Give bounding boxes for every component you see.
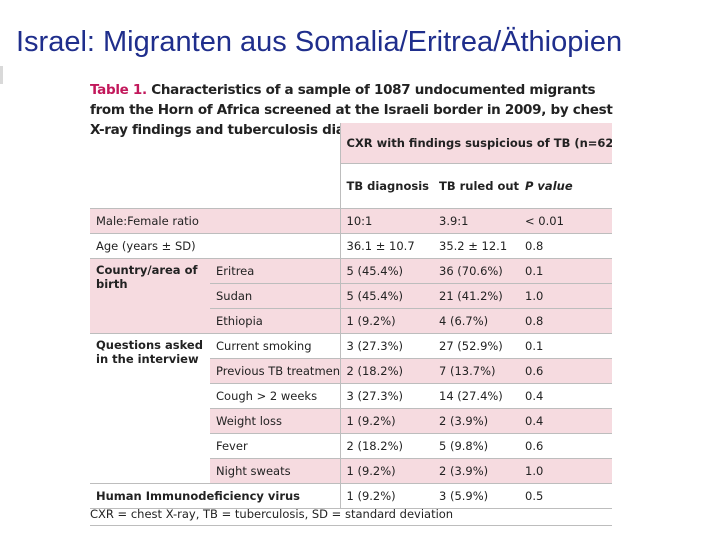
cell-tb-diagnosis: 3 (27.3%) xyxy=(339,383,433,409)
cell-tb-ruled-out: 2 (3.9%) xyxy=(433,408,519,434)
slide-edge-mark xyxy=(0,66,3,84)
table-header-row-2: TB diagnosis (n=11) TB ruled out (n=51) … xyxy=(90,163,613,209)
table-caption: Table 1. Characteristics of a sample of … xyxy=(90,80,615,140)
slide-title: Israel: Migranten aus Somalia/Eritrea/Ät… xyxy=(16,26,623,58)
table-row-cough: Cough > 2 weeks 3 (27.3%) 14 (27.4%) 0.4 xyxy=(90,383,613,409)
cell-p-value: 0.6 xyxy=(519,358,613,384)
group-label-country: Country/area of birth xyxy=(90,258,210,334)
cell-tb-ruled-out: 35.2 ± 12.1 xyxy=(433,233,519,259)
header-spacer xyxy=(90,123,340,164)
cell-tb-diagnosis: 2 (18.2%) xyxy=(339,433,433,459)
cell-tb-ruled-out: 27 (52.9%) xyxy=(433,333,519,359)
cell-tb-diagnosis: 1 (9.2%) xyxy=(339,408,433,434)
table-row-night-sweats: Night sweats 1 (9.2%) 2 (3.9%) 1.0 xyxy=(90,458,613,484)
row-label: Current smoking xyxy=(210,333,340,359)
cell-tb-ruled-out: 36 (70.6%) xyxy=(433,258,519,284)
cell-tb-diagnosis: 5 (45.4%) xyxy=(339,283,433,309)
cell-p-value: 1.0 xyxy=(519,458,613,484)
cell-tb-ruled-out: 5 (9.8%) xyxy=(433,433,519,459)
cell-tb-diagnosis: 1 (9.2%) xyxy=(339,458,433,484)
header-spacer-2 xyxy=(90,163,340,209)
row-label: Night sweats xyxy=(210,458,340,484)
table-row-age: Age (years ± SD) 36.1 ± 10.7 35.2 ± 12.1… xyxy=(90,233,613,259)
cell-tb-ruled-out: 21 (41.2%) xyxy=(433,283,519,309)
group-label-questions: Questions asked in the interview xyxy=(90,333,210,484)
cell-p-value: < 0.01 xyxy=(519,208,613,234)
table-row-previous-tb: Previous TB treatment 2 (18.2%) 7 (13.7%… xyxy=(90,358,613,384)
row-label: Ethiopia xyxy=(210,308,340,334)
cell-tb-diagnosis: 1 (9.2%) xyxy=(339,308,433,334)
table-footnote: CXR = chest X-ray, TB = tuberculosis, SD… xyxy=(90,507,612,526)
cell-p-value: 0.8 xyxy=(519,233,613,259)
cell-p-value: 0.4 xyxy=(519,383,613,409)
col-header-tb-ruled-out: TB ruled out (n=51) xyxy=(433,163,519,209)
cell-tb-ruled-out: 3.9:1 xyxy=(433,208,519,234)
cell-p-value: 0.6 xyxy=(519,433,613,459)
group-header-cxr: CXR with findings suspicious of TB (n=62… xyxy=(339,123,613,164)
cell-tb-diagnosis: 36.1 ± 10.7 xyxy=(339,233,433,259)
migrants-table: CXR with findings suspicious of TB (n=62… xyxy=(90,123,613,509)
col-header-p-value: P value xyxy=(519,163,613,209)
row-label: Cough > 2 weeks xyxy=(210,383,340,409)
table-row-sudan: Sudan 5 (45.4%) 21 (41.2%) 1.0 xyxy=(90,283,613,309)
cell-tb-ruled-out: 4 (6.7%) xyxy=(433,308,519,334)
table-caption-text: Characteristics of a sample of 1087 undo… xyxy=(90,82,613,138)
cell-tb-diagnosis: 2 (18.2%) xyxy=(339,358,433,384)
row-label: Previous TB treatment xyxy=(210,358,340,384)
cell-tb-ruled-out: 7 (13.7%) xyxy=(433,358,519,384)
cell-tb-diagnosis: 10:1 xyxy=(339,208,433,234)
cell-tb-ruled-out: 14 (27.4%) xyxy=(433,383,519,409)
table-header-row-1: CXR with findings suspicious of TB (n=62… xyxy=(90,123,613,164)
cell-tb-ruled-out: 2 (3.9%) xyxy=(433,458,519,484)
table-row-sex-ratio: Male:Female ratio 10:1 3.9:1 < 0.01 xyxy=(90,208,613,234)
cell-tb-diagnosis: 1 (9.2%) xyxy=(339,483,433,509)
row-label: Human Immunodeficiency virus xyxy=(90,483,340,509)
cell-tb-diagnosis: 3 (27.3%) xyxy=(339,333,433,359)
cell-p-value: 0.1 xyxy=(519,333,613,359)
cell-p-value: 0.1 xyxy=(519,258,613,284)
table-row-ethiopia: Ethiopia 1 (9.2%) 4 (6.7%) 0.8 xyxy=(90,308,613,334)
cell-p-value: 0.5 xyxy=(519,483,613,509)
col-header-tb-diagnosis: TB diagnosis (n=11) xyxy=(339,163,433,209)
table-row-weight-loss: Weight loss 1 (9.2%) 2 (3.9%) 0.4 xyxy=(90,408,613,434)
cell-tb-ruled-out: 3 (5.9%) xyxy=(433,483,519,509)
row-label: Age (years ± SD) xyxy=(90,233,340,259)
row-label: Male:Female ratio xyxy=(90,208,340,234)
row-label: Sudan xyxy=(210,283,340,309)
row-label: Weight loss xyxy=(210,408,340,434)
table-row-smoking: Questions asked in the interview Current… xyxy=(90,333,613,484)
table-row-hiv: Human Immunodeficiency virus 1 (9.2%) 3 … xyxy=(90,483,613,509)
cell-p-value: 0.8 xyxy=(519,308,613,334)
table-caption-label: Table 1. xyxy=(90,82,147,98)
table-row-eritrea: Country/area of birth Eritrea 5 (45.4%) … xyxy=(90,258,613,334)
table-row-fever: Fever 2 (18.2%) 5 (9.8%) 0.6 xyxy=(90,433,613,459)
cell-p-value: 0.4 xyxy=(519,408,613,434)
row-label: Eritrea xyxy=(210,258,340,284)
cell-tb-diagnosis: 5 (45.4%) xyxy=(339,258,433,284)
cell-p-value: 1.0 xyxy=(519,283,613,309)
row-label: Fever xyxy=(210,433,340,459)
